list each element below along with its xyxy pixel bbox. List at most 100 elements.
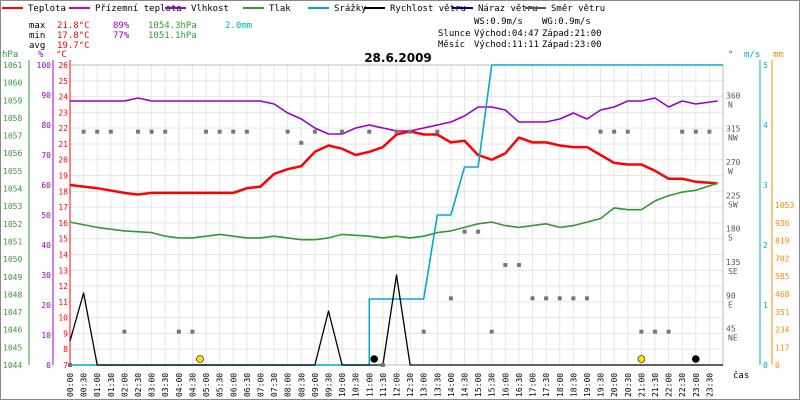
wind-dir-marker-7 [163,129,168,134]
tick-hpa-10: 1051 [3,237,22,246]
tick-x-15: 07:30 [270,373,279,397]
event-moon-3 [691,355,700,363]
event-moon-2 [370,355,378,363]
tick-dir-name-0: N [728,100,733,109]
event-markers [196,355,700,363]
tick-dir-deg-4: 180 [726,225,741,234]
axis-lines [28,60,773,366]
tick-mm-3: 702 [775,254,790,263]
tick-dir-name-6: E [728,300,733,309]
wind-dir-marker-2 [95,129,100,134]
tick-x-23: 11:30 [379,373,388,397]
wind-dir-marker-43 [707,129,712,134]
tick-degc-17: 9 [63,329,68,338]
tick-ms-1: 4 [763,121,768,130]
tick-dir-name-4: S [728,234,733,243]
wind-dir-marker-22 [421,329,426,334]
wind-dir-marker-29 [516,263,521,267]
tick-dir-deg-5: 135 [726,258,741,267]
stat-max-press: 1054.3hPa [148,21,197,31]
wind-dir-marker-19 [380,363,385,367]
tick-x-7: 03:30 [161,373,170,397]
tick-x-22: 11:00 [365,373,374,397]
stat-min-press: 1051.1hPa [148,31,197,41]
tick-x-16: 08:00 [284,373,293,397]
tick-pct-9: 10 [41,331,51,340]
legend-label-1: Přízemní teplota [95,4,182,14]
tick-x-40: 20:00 [610,373,619,397]
legend-label-5: Rychlost větru [390,4,466,14]
tick-hpa-1: 1060 [3,79,22,88]
tick-hpa-4: 1057 [3,132,22,141]
tick-dir-name-3: SW [728,200,738,209]
tick-degc-15: 11 [58,298,68,307]
wind-dir-marker-28 [503,263,508,267]
stat-max-rain: 2.0mm [225,21,252,31]
wind-dir-marker-18 [367,129,372,134]
tick-x-30: 15:00 [474,373,483,397]
stat-min-temp: 17.8°C [57,31,90,41]
axis-hpa-label: hPa [2,50,18,60]
chart-title: 28.6.2009 [364,51,432,65]
tick-pct-10: 0 [46,361,51,370]
tick-ms-0: 5 [763,61,768,70]
tick-hpa-9: 1052 [3,220,22,229]
tick-hpa-16: 1045 [3,343,22,352]
wind-dir-marker-13 [244,129,249,134]
wind-dir-marker-5 [136,129,141,134]
tick-degc-18: 8 [63,345,68,354]
wind-dir-marker-35 [598,129,603,134]
tick-hpa-11: 1050 [3,255,22,264]
wind-dir-marker-34 [584,296,589,301]
wind-dir-marker-16 [312,129,317,134]
tick-pct-7: 30 [41,271,51,280]
series-line-2 [69,182,718,241]
tick-ms-3: 2 [763,241,768,250]
tick-hpa-7: 1054 [3,185,22,194]
wind-dir-marker-10 [204,129,209,134]
wind-dir-marker-3 [108,129,113,134]
wind-dir-marker-11 [217,129,222,134]
wind-dir-marker-31 [544,296,549,301]
wind-dir-marker-14 [285,129,290,134]
stat-avg-label: avg [29,41,45,51]
tick-dir-name-1: NW [728,134,738,143]
wind-dir-marker-32 [557,296,562,301]
tick-pct-6: 40 [41,241,51,250]
legend-label-2: Vlhkost [191,4,229,14]
info-sun-label: Slunce [438,29,471,39]
tick-degc-6: 20 [58,156,68,165]
tick-x-20: 10:00 [338,373,347,397]
tick-x-0: 00:00 [66,373,75,397]
wind-dir-marker-40 [666,329,671,334]
legend: Teplota Přízemní teplota Vlhkost Tlak Srážky… [2,4,605,14]
axis-dir-label: ° [728,50,733,60]
tick-x-45: 22:30 [678,373,687,397]
tick-degc-10: 16 [58,219,68,228]
tick-x-47: 23:30 [705,373,714,397]
tick-dir-deg-6: 90 [726,291,736,300]
tick-x-28: 14:00 [447,373,456,397]
tick-x-1: 00:30 [80,373,89,397]
wind-dir-marker-9 [190,329,195,334]
tick-mm-2: 819 [775,237,790,246]
tick-x-34: 17:00 [529,373,538,397]
tick-hpa-0: 1061 [3,61,22,70]
wind-dir-marker-41 [680,129,685,134]
axis-degc-label: °C [56,50,67,60]
axis-mm-label: mm [773,50,784,60]
legend-label-7: Směr větru [551,4,605,14]
tick-x-43: 21:30 [651,373,660,397]
wind-dir-marker-15 [299,140,304,145]
stat-max-hum: 89% [113,21,130,31]
tick-degc-16: 10 [58,314,68,323]
info-moonrise: Východ:11:11 [474,40,539,50]
tick-x-10: 05:00 [202,373,211,397]
wind-dir-marker-36 [612,129,617,134]
tick-pct-2: 80 [41,121,51,130]
tick-pct-1: 90 [41,91,51,100]
stat-max-label: max [29,21,46,31]
wind-dir-marker-33 [571,296,576,301]
tick-x-9: 04:30 [188,373,197,397]
axis-ticks: 1061106010591058105710561055105410531052… [3,61,794,397]
